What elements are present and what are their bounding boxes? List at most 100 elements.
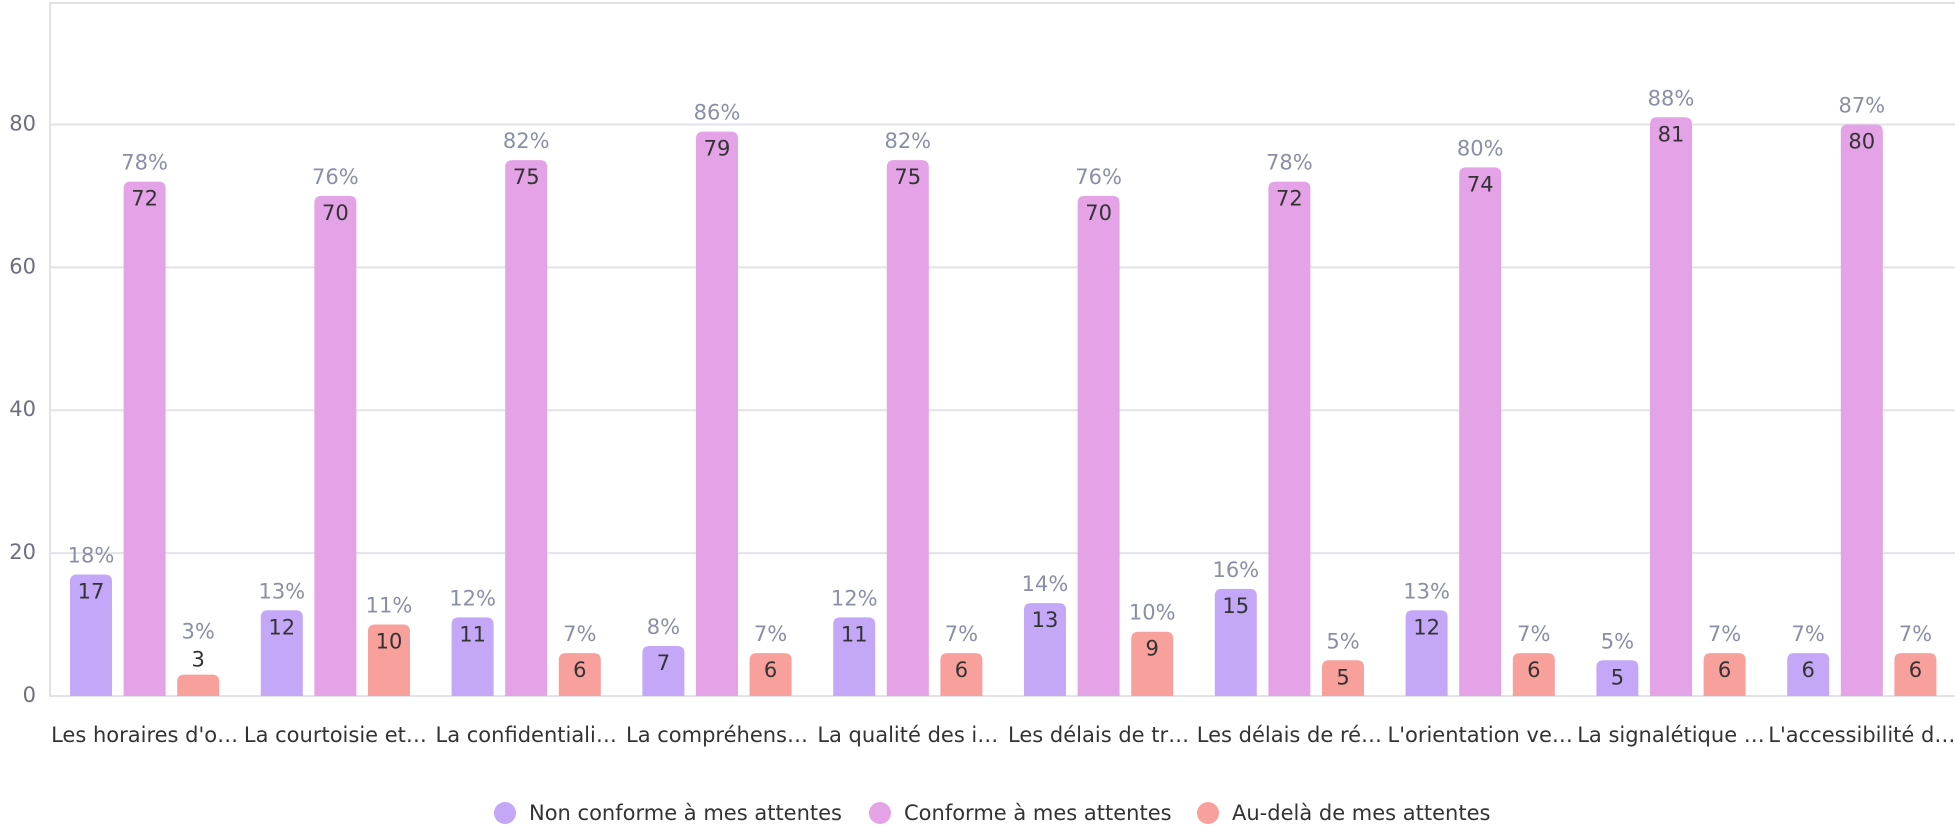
percent-label: 78% [1266, 151, 1313, 175]
value-label: 13 [1032, 608, 1059, 632]
percent-label: 7% [945, 622, 978, 646]
y-tick-label: 60 [9, 254, 36, 278]
percent-label: 7% [1792, 622, 1825, 646]
x-tick-label: La confidentiali… [436, 723, 617, 747]
bar [1840, 124, 1883, 696]
bar [1894, 653, 1937, 696]
value-label: 6 [1718, 658, 1731, 682]
percent-label: 80% [1457, 136, 1504, 160]
y-tick-label: 20 [9, 540, 36, 564]
x-tick-label: La qualité des i… [817, 723, 998, 747]
legend-swatch [869, 802, 891, 824]
bar [642, 645, 685, 696]
bar [1459, 167, 1502, 696]
value-label: 5 [1336, 665, 1349, 689]
bar [1596, 660, 1639, 696]
value-label: 75 [894, 165, 921, 189]
bar [1405, 610, 1448, 696]
percent-label: 76% [1075, 165, 1122, 189]
value-label: 72 [131, 187, 158, 211]
value-label: 9 [1146, 637, 1159, 661]
y-tick-label: 0 [23, 683, 36, 707]
value-label: 7 [657, 651, 670, 675]
bar [70, 574, 112, 696]
value-label: 80 [1848, 129, 1875, 153]
bar [368, 624, 410, 696]
value-label: 6 [764, 658, 777, 682]
bar [833, 617, 876, 696]
percent-label: 13% [258, 579, 305, 603]
percent-label: 13% [1403, 579, 1450, 603]
value-label: 74 [1467, 172, 1494, 196]
percent-label: 11% [366, 594, 413, 618]
bar [749, 653, 792, 696]
bar [1512, 653, 1555, 696]
percent-label: 16% [1212, 558, 1259, 582]
bar [123, 181, 166, 696]
percent-label: 14% [1022, 572, 1069, 596]
x-tick-label: Les horaires d'o… [51, 723, 238, 747]
percent-label: 12% [831, 586, 878, 610]
x-tick-label: La courtoisie et… [244, 723, 427, 747]
bar [451, 617, 494, 696]
x-tick-label: Les délais de ré… [1197, 723, 1382, 747]
bar [1214, 588, 1257, 696]
percent-label: 12% [449, 586, 496, 610]
value-label: 72 [1276, 187, 1303, 211]
value-label: 10 [376, 630, 403, 654]
value-label: 5 [1611, 665, 1624, 689]
y-tick-label: 40 [9, 397, 36, 421]
percent-label: 5% [1326, 629, 1359, 653]
bar [177, 674, 220, 696]
bar [940, 653, 983, 696]
percent-label: 7% [1899, 622, 1932, 646]
bar [1268, 181, 1311, 696]
value-label: 6 [1802, 658, 1815, 682]
percent-label: 5% [1601, 629, 1634, 653]
bar [1787, 653, 1830, 696]
legend-label: Conforme à mes attentes [904, 801, 1172, 825]
percent-label: 86% [694, 101, 741, 125]
legend-label: Au-delà de mes attentes [1232, 801, 1490, 825]
value-label: 15 [1222, 594, 1249, 618]
x-tick-label: La compréhens… [626, 723, 808, 747]
value-label: 11 [459, 622, 486, 646]
percent-label: 3% [182, 620, 215, 644]
bar [1322, 660, 1364, 696]
value-label: 70 [322, 201, 349, 225]
value-label: 81 [1658, 122, 1685, 146]
percent-label: 76% [312, 165, 359, 189]
bar [505, 160, 548, 696]
x-tick-label: Les délais de tr… [1008, 723, 1189, 747]
bar [886, 160, 929, 696]
percent-label: 82% [503, 129, 550, 153]
percent-label: 87% [1838, 93, 1885, 117]
bar [1024, 603, 1066, 696]
percent-label: 8% [647, 615, 680, 639]
legend-label: Non conforme à mes attentes [529, 801, 842, 825]
x-tick-label: L'orientation ve… [1388, 723, 1573, 747]
value-label: 79 [704, 137, 731, 161]
value-label: 6 [573, 658, 586, 682]
bar [1650, 117, 1692, 697]
value-label: 12 [1413, 615, 1440, 639]
percent-label: 7% [563, 622, 596, 646]
bar [1077, 195, 1120, 696]
bar [558, 653, 601, 696]
bar [1131, 631, 1174, 696]
x-tick-label: La signalétique … [1577, 723, 1765, 747]
value-label: 17 [78, 580, 105, 604]
percent-label: 7% [1708, 622, 1741, 646]
percent-label: 18% [68, 544, 115, 568]
value-label: 11 [841, 622, 868, 646]
bar [1703, 653, 1746, 696]
value-label: 6 [955, 658, 968, 682]
percent-label: 78% [121, 151, 168, 175]
value-label: 70 [1085, 201, 1112, 225]
value-label: 6 [1909, 658, 1922, 682]
value-label: 12 [268, 615, 295, 639]
percent-label: 82% [884, 129, 931, 153]
y-tick-label: 80 [9, 111, 36, 135]
bar [260, 610, 303, 696]
